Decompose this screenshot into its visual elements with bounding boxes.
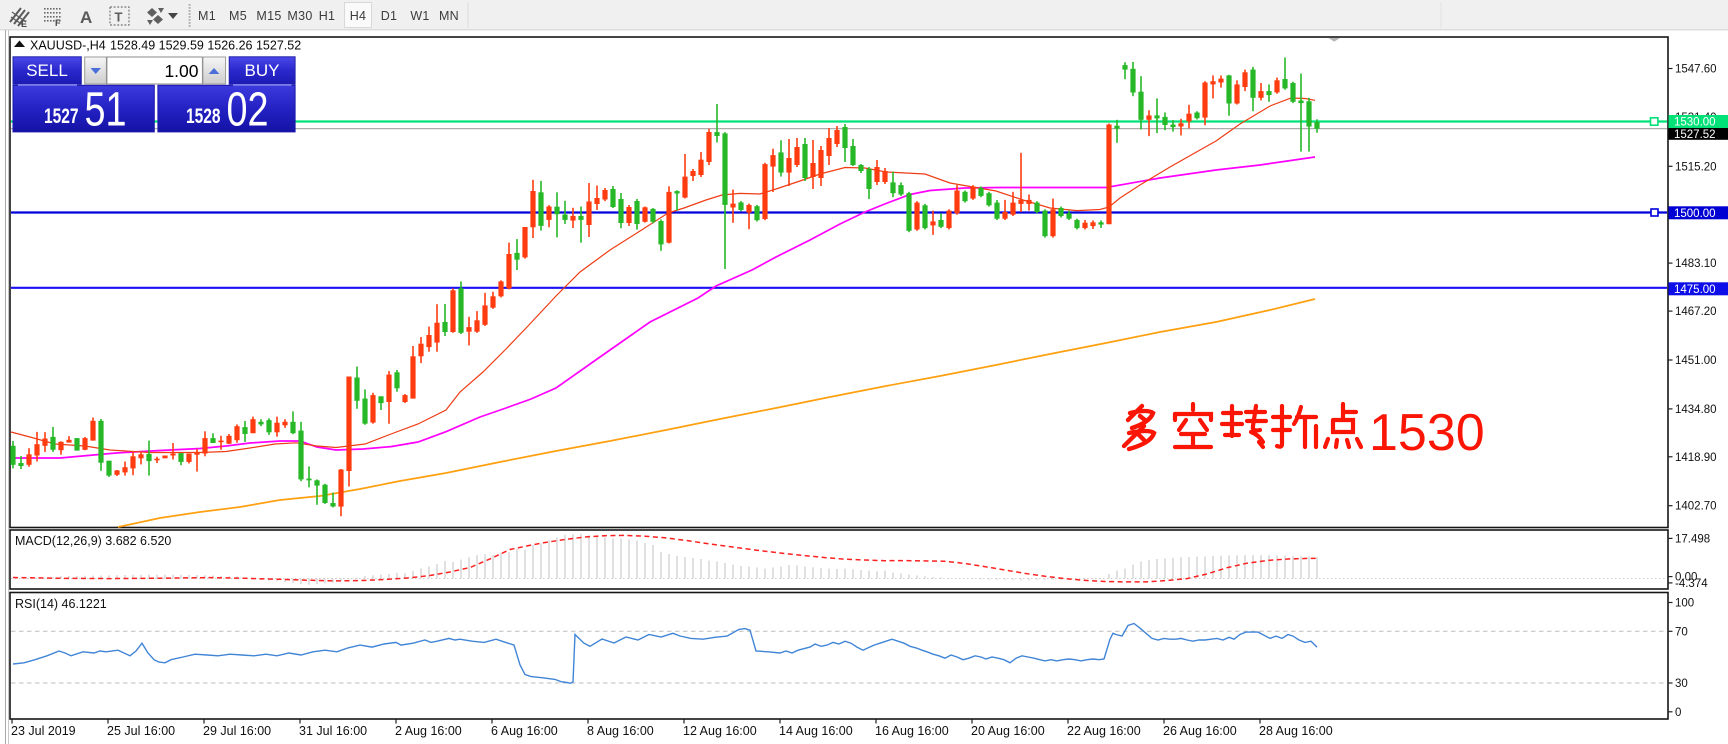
svg-text:MACD(12,26,9) 3.682 6.520: MACD(12,26,9) 3.682 6.520	[15, 534, 171, 548]
svg-text:22 Aug 16:00: 22 Aug 16:00	[1067, 724, 1141, 738]
svg-text:H4: H4	[350, 9, 367, 23]
svg-text:A: A	[80, 8, 92, 27]
svg-text:02: 02	[227, 84, 269, 137]
svg-text:H1: H1	[319, 9, 336, 23]
svg-text:25 Jul 16:00: 25 Jul 16:00	[107, 724, 175, 738]
svg-text:30: 30	[1675, 678, 1688, 690]
svg-text:BUY: BUY	[245, 61, 280, 80]
svg-text:1530.00: 1530.00	[1674, 117, 1716, 129]
svg-text:51: 51	[85, 84, 127, 137]
svg-text:0.00: 0.00	[1675, 572, 1697, 584]
svg-text:T: T	[115, 10, 123, 25]
svg-text:M5: M5	[229, 9, 247, 23]
svg-text:1434.80: 1434.80	[1675, 404, 1717, 416]
svg-text:M30: M30	[287, 9, 312, 23]
svg-text:1402.70: 1402.70	[1675, 501, 1717, 513]
svg-text:1.00: 1.00	[164, 61, 198, 81]
svg-text:1528.49 1529.59 1526.26 1527.5: 1528.49 1529.59 1526.26 1527.52	[110, 39, 301, 53]
svg-text:1527: 1527	[44, 105, 79, 128]
svg-text:1418.90: 1418.90	[1675, 452, 1717, 464]
svg-text:31 Jul 16:00: 31 Jul 16:00	[299, 724, 367, 738]
svg-text:1500.00: 1500.00	[1674, 208, 1716, 220]
svg-text:1475.00: 1475.00	[1674, 284, 1716, 296]
svg-text:XAUUSD-,H4: XAUUSD-,H4	[30, 39, 106, 53]
svg-text:28 Aug 16:00: 28 Aug 16:00	[1259, 724, 1333, 738]
svg-text:1467.20: 1467.20	[1675, 306, 1717, 318]
svg-text:1515.20: 1515.20	[1675, 161, 1717, 173]
svg-text:1528: 1528	[186, 105, 221, 128]
svg-text:6 Aug 16:00: 6 Aug 16:00	[491, 724, 558, 738]
svg-text:RSI(14) 46.1221: RSI(14) 46.1221	[15, 597, 107, 611]
svg-text:17.498: 17.498	[1675, 533, 1710, 545]
svg-text:1547.60: 1547.60	[1675, 64, 1717, 76]
svg-text:16 Aug 16:00: 16 Aug 16:00	[875, 724, 949, 738]
svg-text:1451.00: 1451.00	[1675, 355, 1717, 367]
svg-text:0: 0	[1675, 707, 1681, 719]
svg-text:14 Aug 16:00: 14 Aug 16:00	[779, 724, 853, 738]
svg-text:-4.374: -4.374	[1675, 578, 1708, 590]
svg-text:SELL: SELL	[26, 61, 68, 80]
svg-text:26 Aug 16:00: 26 Aug 16:00	[1163, 724, 1237, 738]
svg-text:W1: W1	[410, 9, 429, 23]
svg-text:1483.10: 1483.10	[1675, 258, 1717, 270]
svg-text:F: F	[55, 18, 61, 28]
svg-text:MN: MN	[439, 9, 459, 23]
svg-text:12 Aug 16:00: 12 Aug 16:00	[683, 724, 757, 738]
svg-text:2 Aug 16:00: 2 Aug 16:00	[395, 724, 462, 738]
svg-text:M15: M15	[256, 9, 281, 23]
svg-text:70: 70	[1675, 626, 1688, 638]
svg-text:20 Aug 16:00: 20 Aug 16:00	[971, 724, 1045, 738]
svg-text:E: E	[21, 19, 27, 29]
svg-text:29 Jul 16:00: 29 Jul 16:00	[203, 724, 271, 738]
svg-text:23 Jul 2019: 23 Jul 2019	[11, 724, 76, 738]
svg-text:100: 100	[1675, 598, 1694, 610]
svg-text:1527.52: 1527.52	[1674, 129, 1716, 141]
svg-text:D1: D1	[381, 9, 398, 23]
svg-text:1530: 1530	[1369, 404, 1485, 462]
svg-text:M1: M1	[198, 9, 216, 23]
svg-text:8 Aug 16:00: 8 Aug 16:00	[587, 724, 654, 738]
